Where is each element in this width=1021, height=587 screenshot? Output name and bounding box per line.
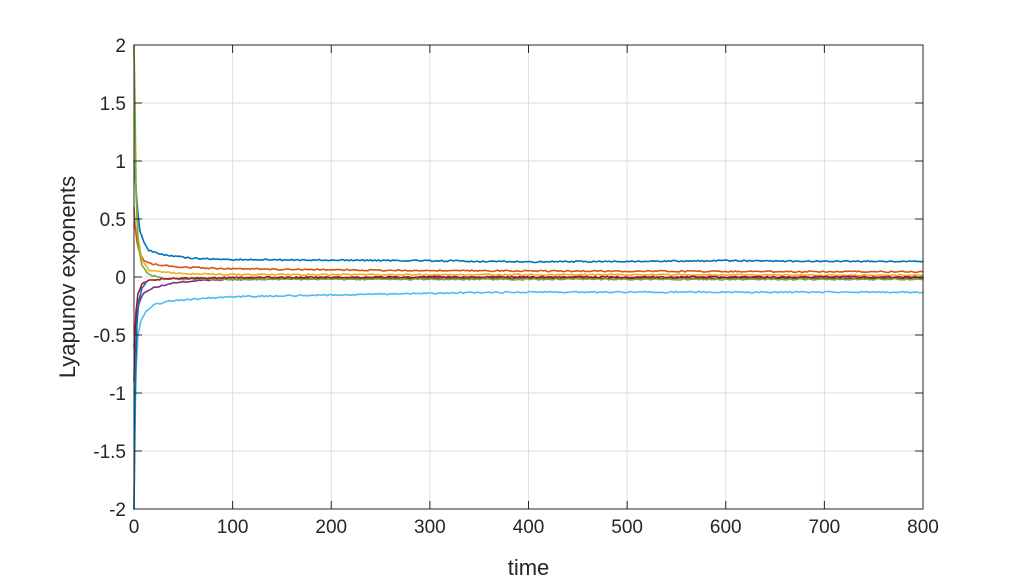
series-line-2 xyxy=(133,206,924,274)
y-tick-label: -1.5 xyxy=(93,442,126,463)
series-line-8 xyxy=(133,281,147,510)
y-tick-label: 0 xyxy=(115,268,126,289)
y-tick-label: -2 xyxy=(109,500,126,521)
series-line-3 xyxy=(133,44,924,277)
x-tick-label: 0 xyxy=(129,517,140,538)
series-layer xyxy=(133,44,924,510)
series-line-7 xyxy=(133,275,924,383)
x-tick-label: 800 xyxy=(907,517,939,538)
label-layer: 0 100 200 300 400 500 600 700 800 2 1.5 1 0.5 0 -0.5 -1… xyxy=(93,36,939,538)
x-axis-title: time xyxy=(508,555,550,580)
x-tick-label: 300 xyxy=(414,517,446,538)
y-tick-label: 1.5 xyxy=(100,94,126,115)
series-line-1 xyxy=(133,160,924,264)
y-tick-label: 2 xyxy=(115,36,126,57)
x-tick-label: 700 xyxy=(809,517,841,538)
tick-layer xyxy=(133,44,924,510)
y-tick-label: -1 xyxy=(109,384,126,405)
x-tick-label: 200 xyxy=(315,517,347,538)
y-tick-label: 1 xyxy=(115,152,126,173)
y-tick-label: 0.5 xyxy=(100,210,126,231)
x-tick-label: 400 xyxy=(513,517,545,538)
series-line-5 xyxy=(133,44,924,281)
y-tick-label: -0.5 xyxy=(93,326,126,347)
x-tick-label: 500 xyxy=(611,517,643,538)
x-tick-label: 100 xyxy=(217,517,249,538)
x-tick-label: 600 xyxy=(710,517,742,538)
series-line-6 xyxy=(133,290,924,510)
y-axis-title: Lyapunov exponents xyxy=(55,176,80,378)
